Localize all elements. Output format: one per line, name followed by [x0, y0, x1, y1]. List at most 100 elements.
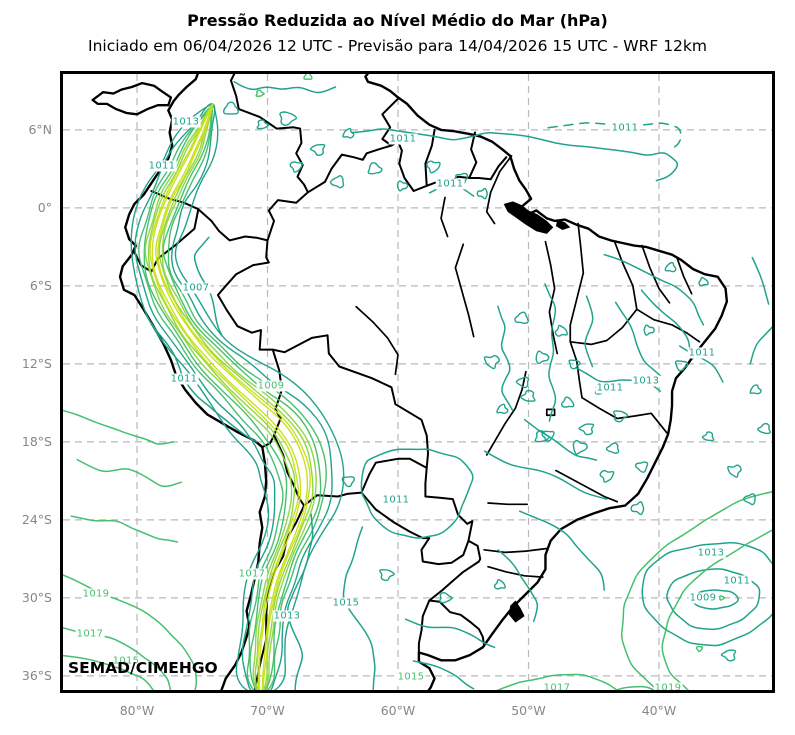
isobar-blob — [572, 439, 588, 455]
isobar-blob — [379, 569, 395, 582]
contour-value-label: 1015 — [396, 671, 426, 683]
credit-label: SEMAD/CIMEHGO — [68, 659, 218, 677]
contour-value-label: 1011 — [169, 373, 199, 385]
south-america-coastline — [120, 74, 727, 690]
isobar-line — [360, 448, 474, 539]
lat-tick-label: 30°S — [21, 589, 52, 605]
isobar-line — [640, 289, 694, 360]
isobar-line — [614, 301, 662, 377]
contour-value-label: 1017 — [542, 682, 572, 690]
isobar-blob — [698, 276, 709, 287]
isobar-blob — [727, 464, 742, 478]
isobar-blob — [664, 261, 677, 273]
lat-tick-label: 0° — [37, 199, 52, 215]
isobar-blob — [757, 422, 771, 435]
isobar-blob — [605, 442, 620, 454]
isobar-line — [497, 549, 539, 623]
lat-tick-label: 6°N — [28, 121, 52, 137]
isobar-blob — [554, 324, 568, 337]
isobar-blob — [256, 119, 270, 130]
contour-value-label: 1013 — [696, 547, 726, 559]
isobar-blob — [289, 161, 303, 173]
lon-tick-label: 80°W — [119, 703, 155, 718]
isobar-blob — [514, 311, 529, 325]
isobar-blob — [329, 175, 345, 189]
lon-tick-label: 40°W — [641, 703, 677, 718]
isobar-line — [63, 409, 175, 445]
andes-pressure-band — [130, 103, 345, 690]
contour-value-label: 1009 — [256, 380, 286, 392]
lon-tick-label: 70°W — [250, 703, 285, 718]
isobar-blob — [634, 461, 649, 473]
isobar-blob — [541, 430, 555, 442]
contour-value-label: 1011 — [147, 160, 177, 172]
andes-ring — [149, 103, 311, 690]
map-canvas — [63, 74, 772, 690]
isobar-blob — [701, 431, 715, 442]
isobar-line — [523, 418, 598, 461]
isobar-line — [497, 305, 514, 412]
isobar-blob — [476, 187, 488, 200]
isobar-line — [286, 513, 314, 690]
lat-tick-label: 12°S — [21, 355, 52, 371]
andes-ring — [147, 103, 314, 690]
contour-value-label: 1009 — [688, 592, 718, 604]
isobar-line — [692, 589, 739, 610]
isobar-line — [63, 654, 155, 690]
isobar-line — [603, 253, 705, 326]
isobar-line — [70, 515, 179, 543]
lon-tick-label: 60°W — [380, 703, 416, 718]
isobar-line — [641, 541, 772, 647]
andes-ring — [143, 103, 322, 690]
isobar-blob — [367, 162, 383, 175]
isobar-blob — [612, 410, 629, 423]
isobar-blob — [303, 74, 313, 80]
isobar-blob — [496, 403, 509, 415]
state-borders — [356, 156, 699, 577]
isobar-line — [749, 326, 772, 365]
isobar-blob — [426, 160, 441, 174]
isobar-line — [661, 529, 772, 690]
page-title: Pressão Reduzida ao Nível Médio do Mar (… — [187, 11, 608, 30]
isobar-blob — [342, 127, 355, 139]
contour-value-label: 1019 — [653, 682, 683, 690]
isobar-blob — [341, 476, 355, 488]
isobar-line — [666, 568, 761, 631]
isobar-blob — [743, 493, 756, 506]
isobar-blob — [493, 579, 506, 590]
contour-value-label: 1011 — [595, 382, 625, 394]
lon-tick-label: 50°W — [511, 703, 546, 718]
contour-value-label: 1011 — [687, 347, 717, 359]
lat-tick-label: 36°S — [21, 667, 52, 683]
isobar-line — [614, 685, 656, 690]
isobar-line — [544, 283, 557, 422]
isobar-line — [404, 618, 496, 649]
page-subtitle: Iniciado em 06/04/2026 12 UTC - Previsão… — [88, 37, 707, 55]
lat-tick-label: 24°S — [21, 511, 52, 527]
contour-value-label: 1017 — [75, 628, 105, 640]
contour-value-label: 1007 — [181, 282, 211, 294]
isobar-blob — [560, 396, 575, 408]
isobar-blob — [630, 501, 645, 516]
isobar-line — [342, 526, 376, 690]
geography-layer — [93, 74, 727, 690]
contour-value-label: 1017 — [237, 568, 267, 580]
isobar-blob — [396, 180, 409, 192]
contour-value-label: 1013 — [631, 375, 661, 387]
isobar-blob — [515, 376, 530, 389]
isobar-line — [751, 256, 770, 305]
isobar-line — [76, 458, 183, 488]
isobar-blob — [309, 143, 326, 157]
isobar-line — [518, 510, 605, 591]
isobar-line — [584, 295, 594, 368]
patos-lagoon — [508, 600, 525, 623]
isobar-line — [63, 574, 198, 690]
isobar-line — [145, 314, 258, 443]
lat-tick-label: 18°S — [21, 433, 52, 449]
isobar-blob — [599, 469, 615, 483]
contour-value-label: 1011 — [610, 122, 640, 134]
isobar-line — [496, 673, 619, 690]
isobar-blob — [674, 360, 689, 372]
contour-value-label: 1011 — [435, 178, 465, 190]
